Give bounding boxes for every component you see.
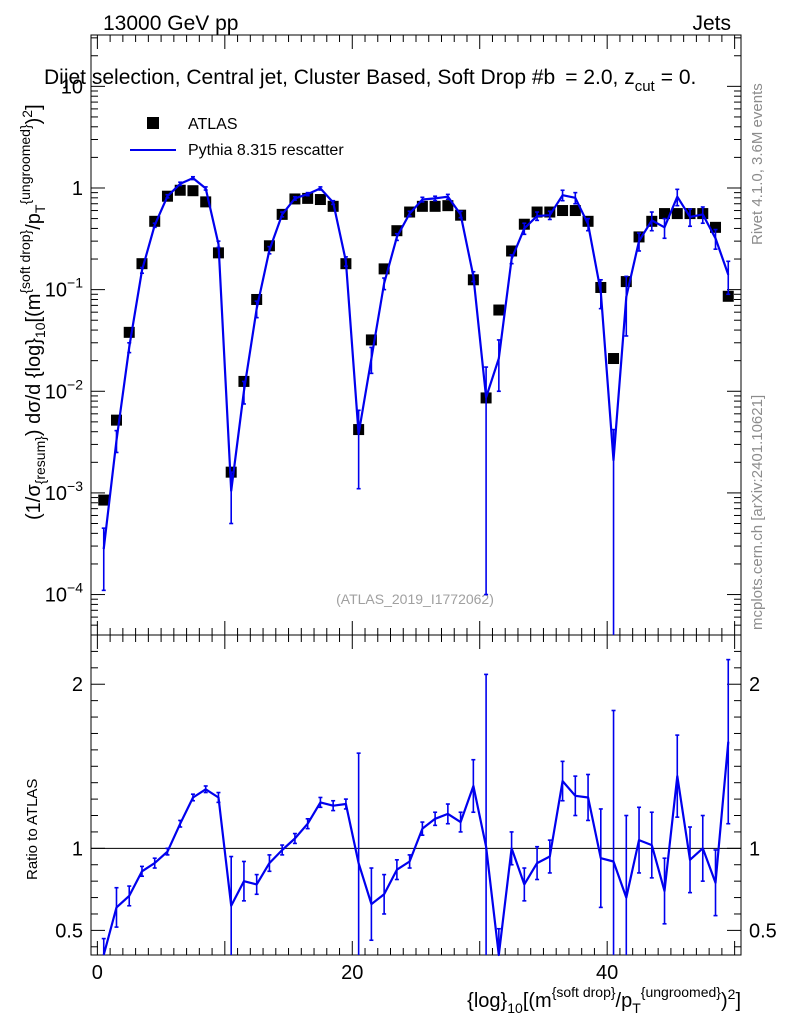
main-y-tick-label: 1 — [72, 178, 83, 200]
atlas-data-point — [149, 215, 161, 227]
main-y-axis-label: (1/σ{resum}) dσ/d {log}10[(m{soft drop}/… — [17, 104, 48, 520]
atlas-data-point — [365, 334, 377, 346]
pythia-line — [102, 177, 730, 550]
analysis-id-watermark: (ATLAS_2019_I1772062) — [336, 591, 494, 607]
atlas-data-point — [200, 196, 212, 208]
main-y-tick-label: 10 — [61, 76, 83, 98]
atlas-data-point — [659, 208, 671, 220]
main-y-tick-label: 10−2 — [45, 376, 83, 403]
legend-atlas-marker — [147, 117, 159, 129]
main-axes: 10−4 10−3 10−2 10−1 1 10 — [45, 35, 741, 636]
atlas-data-point — [710, 221, 722, 233]
ratio-axes: 0 20 40 0.5 0.5 1 1 2 2 — [55, 635, 777, 984]
ratio-series — [101, 658, 731, 957]
atlas-data-point — [314, 194, 326, 206]
ratio-y-tick-label-left: 2 — [72, 674, 83, 696]
atlas-data-point — [174, 184, 186, 196]
main-series — [98, 175, 734, 635]
x-axis-label: {log}10[(m{soft drop}/pT{ungroomed})2] — [467, 984, 741, 1016]
atlas-data-point — [251, 293, 263, 305]
atlas-data-point — [429, 200, 441, 212]
energy-label: 13000 GeV pp — [103, 12, 238, 35]
rivet-version-label: Rivet 4.1.0, 3.6M events — [749, 83, 766, 245]
atlas-data-point — [493, 304, 505, 316]
ratio-y-axis-label: Ratio to ATLAS — [24, 779, 41, 880]
ratio-y-tick-label-left: 1 — [72, 838, 83, 860]
atlas-data-point — [391, 225, 403, 237]
atlas-data-point — [98, 494, 110, 506]
mcplots-label: mcplots.cern.ch [arXiv:2401.10621] — [749, 395, 766, 630]
ratio-plot-frame — [90, 634, 742, 956]
atlas-data-point — [506, 245, 518, 257]
x-tick-label: 20 — [341, 962, 363, 984]
legend-pythia-label: Pythia 8.315 rescatter — [188, 142, 344, 159]
atlas-data-point — [557, 205, 569, 217]
atlas-data-point — [442, 200, 454, 212]
ratio-y-tick-label-right: 2 — [749, 674, 760, 696]
atlas-data-point — [110, 414, 122, 426]
atlas-data-point — [136, 258, 148, 270]
legend: ATLAS Pythia 8.315 rescatter — [130, 116, 344, 159]
atlas-data-point — [378, 263, 390, 275]
ratio-line — [102, 741, 730, 957]
atlas-data-point — [416, 200, 428, 212]
atlas-data-point — [608, 353, 620, 365]
atlas-data-point — [302, 192, 314, 204]
main-y-tick-label: 10−1 — [45, 275, 83, 302]
ratio-y-tick-label-left: 0.5 — [55, 920, 83, 942]
legend-atlas-label: ATLAS — [188, 116, 238, 133]
x-tick-label: 0 — [92, 962, 103, 984]
atlas-data-point — [569, 205, 581, 217]
atlas-data-point — [263, 240, 275, 252]
main-y-tick-label: 10−3 — [45, 478, 83, 505]
plot-title: Dijet selection, Central jet, Cluster Ba… — [44, 66, 696, 95]
atlas-data-point — [722, 290, 734, 302]
x-tick-label: 40 — [596, 962, 618, 984]
main-y-tick-label: 10−4 — [45, 580, 83, 607]
atlas-data-point — [187, 185, 199, 197]
process-label: Jets — [692, 12, 731, 35]
ratio-y-tick-label-right: 0.5 — [749, 920, 777, 942]
atlas-data-point — [671, 208, 683, 220]
atlas-data-point — [123, 326, 135, 338]
ratio-y-tick-label-right: 1 — [749, 838, 760, 860]
